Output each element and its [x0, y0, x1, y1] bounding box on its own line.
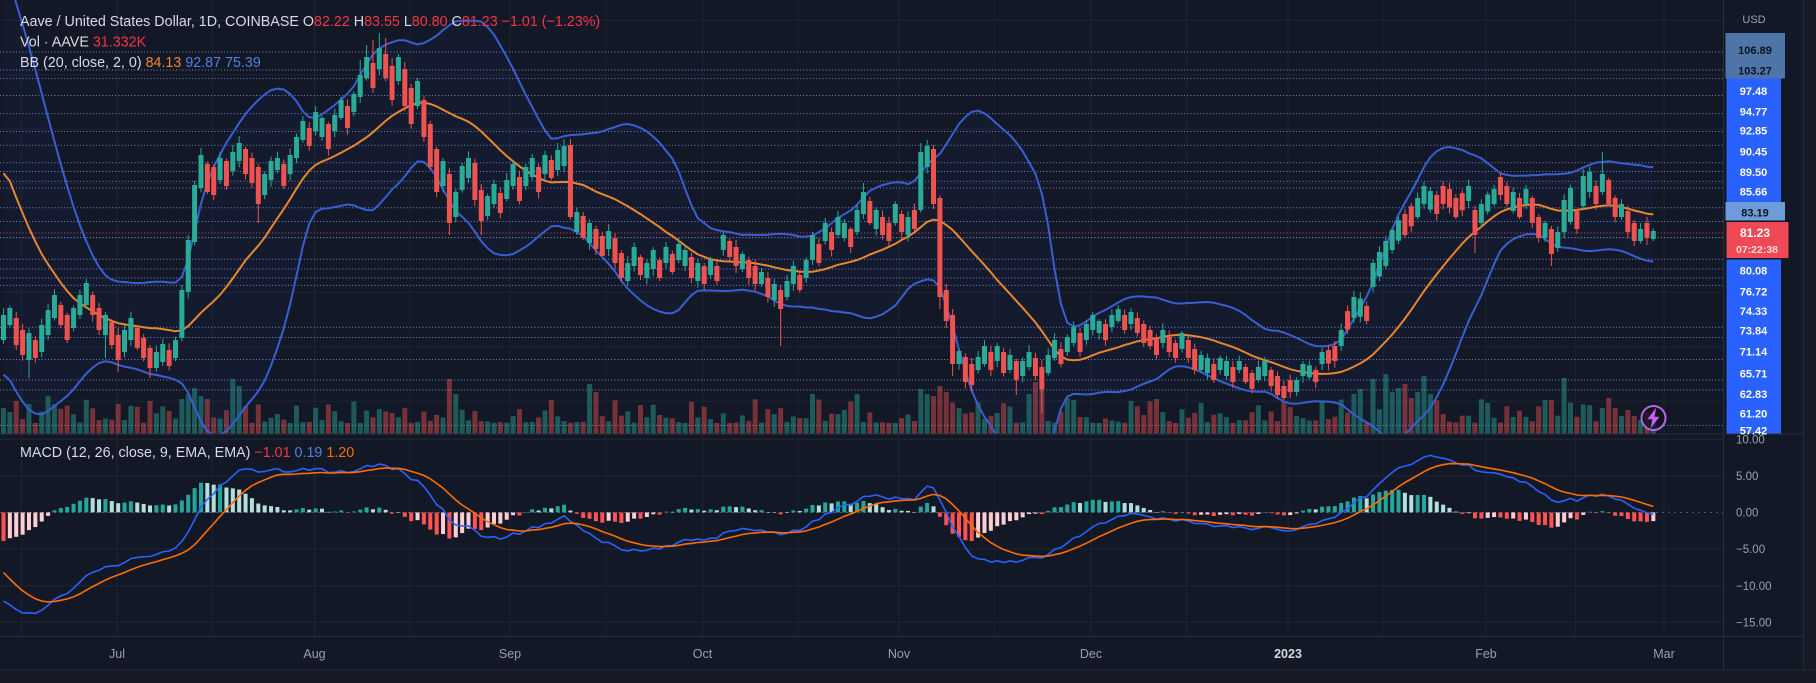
svg-text:83.19: 83.19 [1741, 208, 1769, 220]
svg-text:Vol · AAVE 31.332K: Vol · AAVE 31.332K [20, 35, 147, 51]
svg-text:92.85: 92.85 [1740, 126, 1768, 138]
svg-text:85.66: 85.66 [1740, 187, 1768, 199]
svg-text:90.45: 90.45 [1740, 146, 1768, 158]
svg-text:74.33: 74.33 [1740, 306, 1768, 318]
svg-text:76.72: 76.72 [1740, 287, 1768, 299]
svg-text:0.00: 0.00 [1736, 507, 1758, 519]
svg-text:−10.00: −10.00 [1736, 581, 1772, 593]
svg-text:Aave / United States Dollar, 1: Aave / United States Dollar, 1D, COINBAS… [20, 14, 600, 30]
svg-text:97.48: 97.48 [1740, 86, 1768, 98]
svg-text:2023: 2023 [1274, 647, 1302, 661]
svg-text:BB (20, close, 2, 0) 84.13 92.: BB (20, close, 2, 0) 84.13 92.87 75.39 [20, 55, 261, 71]
svg-text:Oct: Oct [693, 647, 713, 661]
svg-text:71.14: 71.14 [1740, 347, 1768, 359]
svg-text:89.50: 89.50 [1740, 167, 1768, 179]
svg-text:Nov: Nov [888, 647, 911, 661]
svg-text:106.89: 106.89 [1738, 45, 1772, 57]
svg-text:07:22:38: 07:22:38 [1736, 244, 1778, 256]
svg-text:Aug: Aug [303, 647, 325, 661]
svg-text:81.23: 81.23 [1740, 226, 1770, 240]
svg-text:80.08: 80.08 [1740, 266, 1768, 278]
svg-text:65.71: 65.71 [1740, 368, 1768, 380]
svg-text:MACD (12, 26, close, 9, EMA, E: MACD (12, 26, close, 9, EMA, EMA) −1.01 … [20, 445, 354, 461]
svg-text:−15.00: −15.00 [1736, 617, 1772, 629]
svg-text:−5.00: −5.00 [1736, 544, 1765, 556]
svg-text:Jul: Jul [109, 647, 125, 661]
svg-text:73.84: 73.84 [1740, 326, 1768, 338]
svg-text:57.42: 57.42 [1740, 426, 1768, 438]
svg-text:61.20: 61.20 [1740, 409, 1768, 421]
svg-text:Dec: Dec [1080, 647, 1102, 661]
svg-text:10.00: 10.00 [1736, 434, 1765, 446]
svg-text:USD: USD [1742, 14, 1765, 26]
svg-text:94.77: 94.77 [1740, 106, 1768, 118]
svg-text:Sep: Sep [499, 647, 521, 661]
svg-text:Mar: Mar [1653, 647, 1675, 661]
svg-text:5.00: 5.00 [1736, 471, 1758, 483]
svg-text:103.27: 103.27 [1738, 66, 1772, 78]
svg-text:62.83: 62.83 [1740, 389, 1768, 401]
svg-text:Feb: Feb [1475, 647, 1497, 661]
